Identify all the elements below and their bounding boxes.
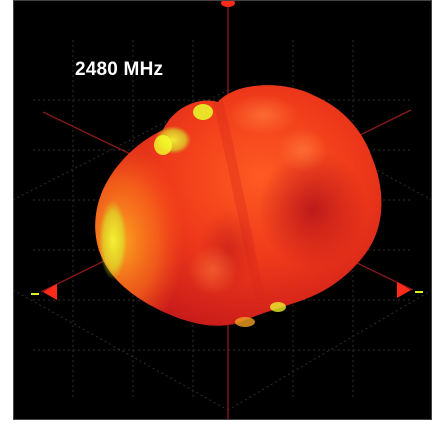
frequency-label: 2480 MHz — [75, 59, 164, 80]
radiation-pattern-solid — [95, 85, 382, 327]
y-axis-arrow-icon — [397, 282, 423, 298]
radiation-pattern-viewport: 2480 MHz — [13, 0, 432, 420]
z-axis-arrow-icon — [221, 0, 235, 7]
x-axis-arrow-icon — [31, 284, 57, 300]
radiation-pattern-3d-plot — [13, 0, 432, 420]
